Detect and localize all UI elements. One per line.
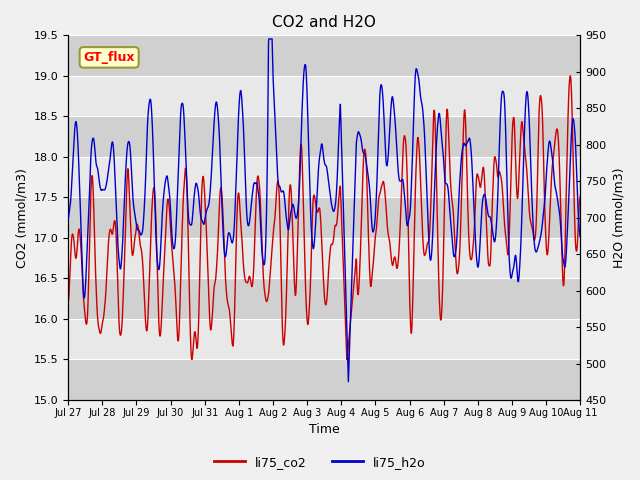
X-axis label: Time: Time xyxy=(309,423,340,436)
Y-axis label: CO2 (mmol/m3): CO2 (mmol/m3) xyxy=(15,168,28,268)
Text: GT_flux: GT_flux xyxy=(83,51,135,64)
Y-axis label: H2O (mmol/m3): H2O (mmol/m3) xyxy=(612,168,625,268)
Bar xyxy=(68,360,580,400)
Legend: li75_co2, li75_h2o: li75_co2, li75_h2o xyxy=(209,451,431,474)
Bar xyxy=(68,197,580,238)
Bar xyxy=(68,278,580,319)
Bar xyxy=(68,36,580,76)
Title: CO2 and H2O: CO2 and H2O xyxy=(272,15,376,30)
Bar xyxy=(68,116,580,157)
